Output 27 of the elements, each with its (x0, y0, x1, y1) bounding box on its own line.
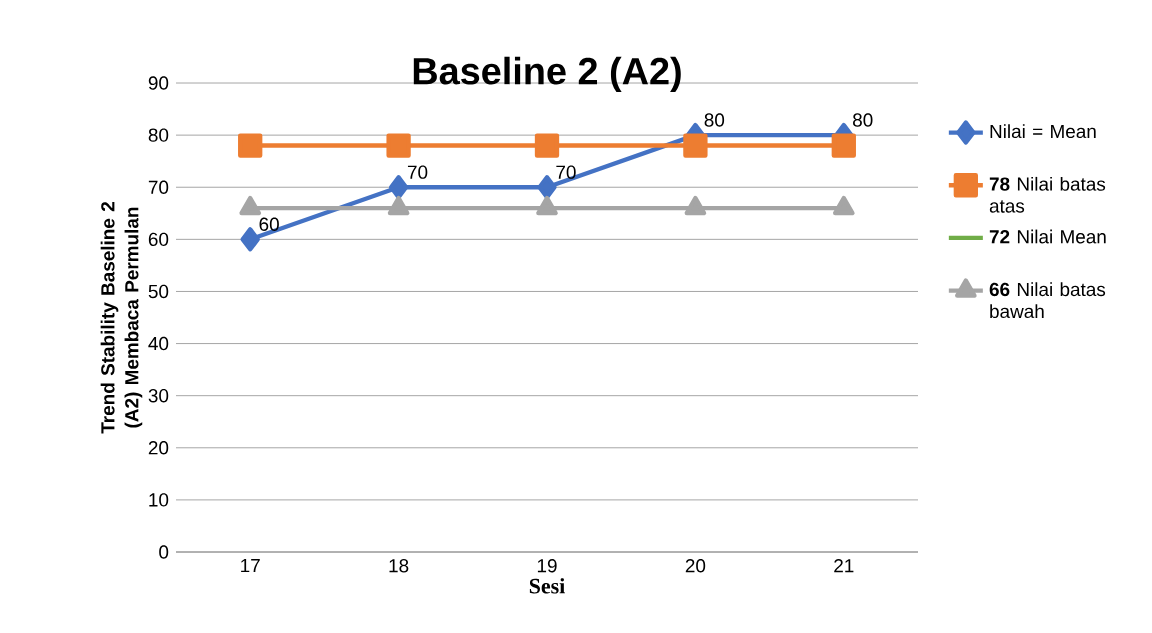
y-tick-label: 70 (148, 180, 169, 194)
y-tick-label: 0 (159, 545, 169, 559)
data-label: 60 (259, 217, 279, 231)
y-axis-title: Trend Stability Baseline 2 (A2) Membaca Permulan (100, 202, 143, 434)
y-tick-label: 20 (148, 441, 169, 455)
y-tick-label: 80 (148, 128, 169, 142)
x-tick-label: 18 (389, 559, 409, 573)
y-tick-label: 50 (148, 284, 169, 299)
legend-label: 66 Nilai batas bawah (989, 282, 1106, 319)
legend-label: 78 Nilai batas atas (989, 176, 1106, 213)
data-label: 80 (704, 113, 725, 127)
data-label: 70 (556, 165, 576, 179)
legend-label: 72 Nilai Mean (989, 229, 1106, 244)
x-tick-label: 21 (834, 559, 854, 573)
y-tick-label: 60 (148, 232, 169, 247)
x-tick-label: 19 (537, 559, 557, 573)
x-tick-label: 20 (685, 559, 706, 573)
y-tick-label: 30 (148, 388, 169, 403)
y-tick-label: 10 (149, 493, 169, 507)
data-label: 80 (853, 113, 873, 127)
chart-title: Baseline 2 (A2) (413, 56, 681, 93)
y-tick-label: 40 (148, 336, 169, 351)
data-label: 70 (407, 165, 428, 179)
y-tick-label: 90 (148, 76, 169, 90)
x-tick-label: 17 (241, 559, 260, 573)
legend-label: Nilai = Mean (990, 124, 1096, 139)
x-axis-title: Sesi (529, 578, 565, 594)
